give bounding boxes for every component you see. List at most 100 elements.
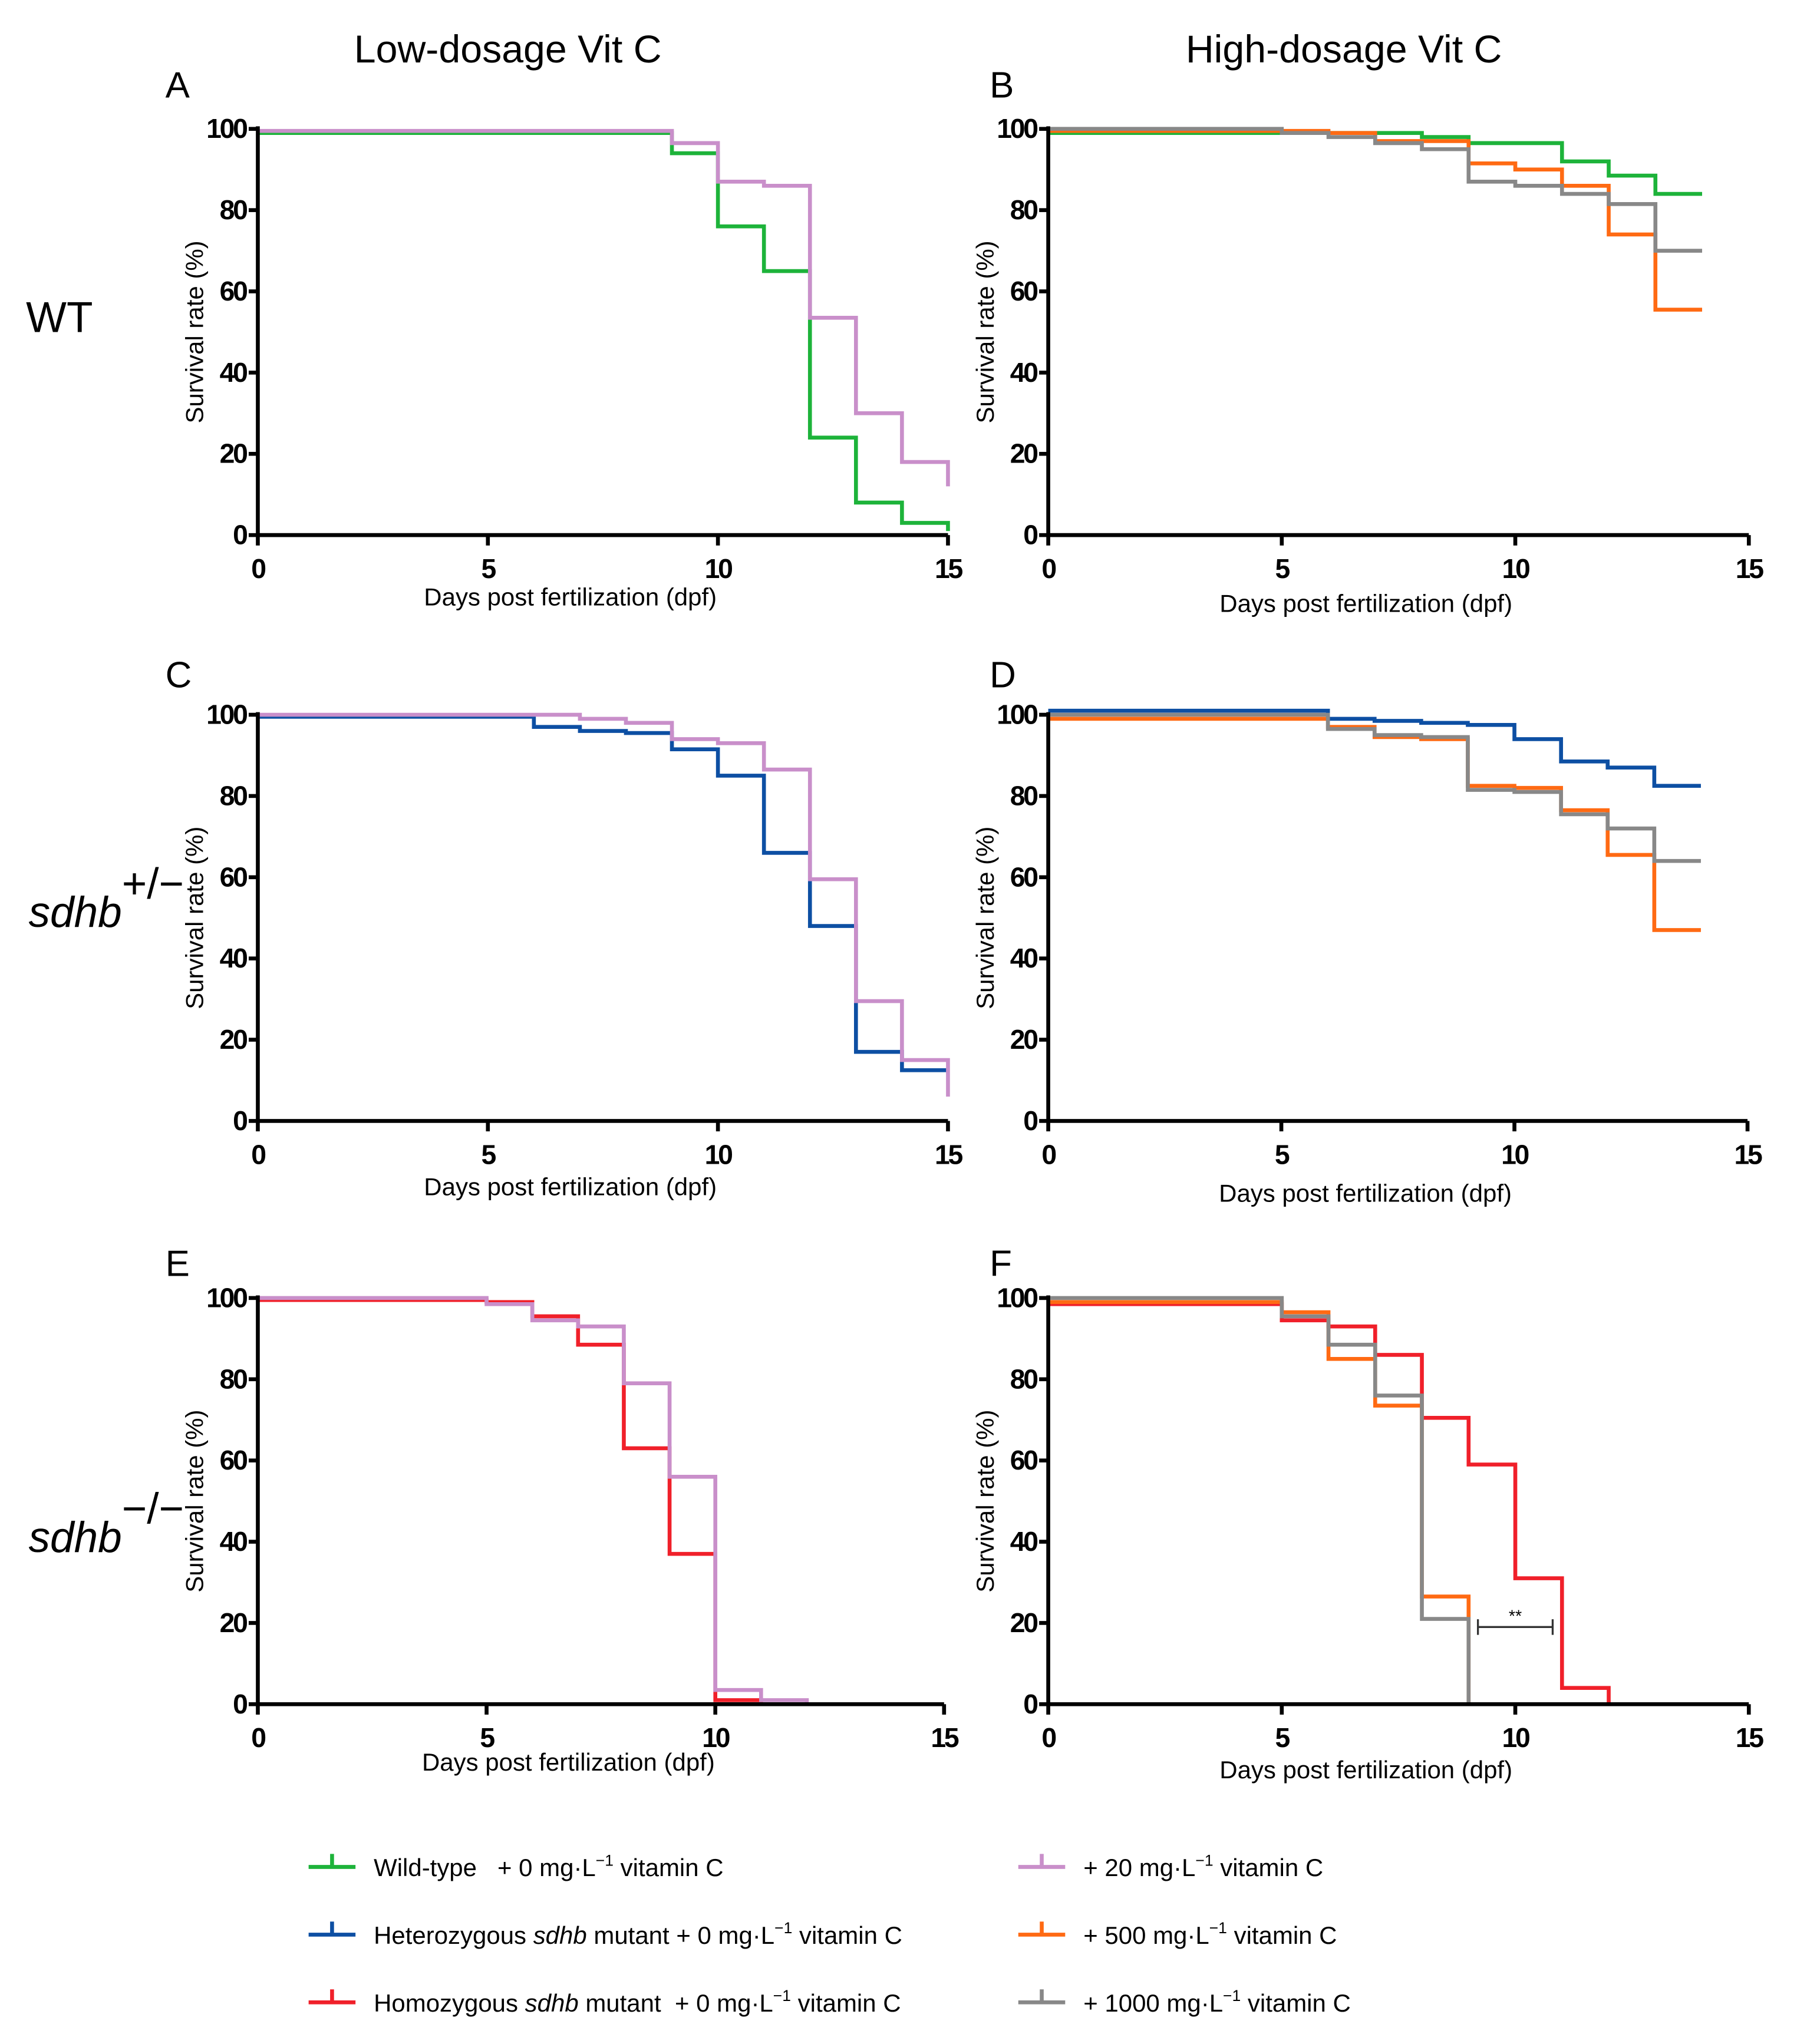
- panel-c: C 0 20 40 60 80 100 0 5 10 15 Days post fertilizati…: [166, 655, 965, 1201]
- y-tick-label: 60: [220, 1445, 247, 1475]
- series-line-vitc1000: [1048, 712, 1701, 863]
- y-tick-label: 80: [220, 1363, 247, 1394]
- y-tick-label: 80: [220, 780, 247, 811]
- y-axis-label: Survival rate (%): [971, 827, 999, 1009]
- x-tick-label: 5: [1275, 1722, 1290, 1753]
- y-tick-label: 60: [1010, 1445, 1037, 1475]
- panel-letter: C: [166, 655, 192, 696]
- x-tick-label: 15: [931, 1722, 958, 1753]
- legend-label: + 500 mg·L−1 vitamin C: [1083, 1919, 1337, 1949]
- legend-label-post: mutant: [587, 1921, 670, 1949]
- x-axis-label: Days post fertilization (dpf): [1219, 1756, 1512, 1784]
- y-tick-label: 100: [997, 1282, 1037, 1313]
- series-line-wildtype: [1048, 131, 1702, 196]
- x-axis-label: Days post fertilization (dpf): [1219, 1179, 1512, 1207]
- y-tick-label: 20: [220, 1024, 247, 1055]
- legend-tail: vitamin C: [1241, 1989, 1351, 2017]
- legend-item-heterozygous: Heterozygous sdhb mutant + 0 mg·L−1 vita…: [308, 1919, 902, 1949]
- column-title-high-dosage: High-dosage Vit C: [1186, 28, 1502, 71]
- series-line-vitc500: [1048, 1300, 1471, 1705]
- legend-label: Homozygous sdhb mutant + 0 mg·L−1 vitami…: [374, 1987, 901, 2017]
- y-tick-label: 20: [220, 438, 247, 469]
- y-tick-label: 40: [220, 1526, 247, 1557]
- legend-label-italic: sdhb: [525, 1989, 579, 2017]
- series-line-vitc500: [1048, 128, 1702, 312]
- x-tick-label: 0: [1041, 1722, 1056, 1753]
- significance-label: **: [1509, 1607, 1522, 1626]
- x-tick-label: 10: [1501, 1139, 1528, 1170]
- legend-label: + 1000 mg·L−1 vitamin C: [1083, 1987, 1351, 2017]
- legend-label: Heterozygous sdhb mutant + 0 mg·L−1 vita…: [374, 1919, 902, 1949]
- row-label-hom-text: sdhb: [29, 1514, 122, 1561]
- legend-marker: [1018, 1921, 1066, 1937]
- legend-unit-exponent: −1: [1209, 1919, 1227, 1937]
- y-tick-label: 80: [1010, 780, 1037, 811]
- legend-marker: [308, 1989, 356, 2005]
- y-tick-label: 100: [206, 113, 247, 144]
- y-tick-label: 60: [1010, 861, 1037, 892]
- legend-label-prefix: Wild-type: [374, 1854, 477, 1881]
- y-tick-label: 20: [1010, 1607, 1037, 1638]
- y-tick-label: 80: [1010, 1363, 1037, 1394]
- series-line-vitc1000: [1048, 127, 1702, 253]
- legend-dose: + 20 mg·L: [1083, 1854, 1195, 1881]
- series-line-vitc20: [258, 712, 950, 1097]
- legend-tail: vitamin C: [614, 1854, 724, 1881]
- row-label-het-text: sdhb: [29, 889, 122, 936]
- x-axis-label: Days post fertilization (dpf): [424, 583, 717, 610]
- y-axis-label: Survival rate (%): [181, 827, 209, 1009]
- y-tick-label: 40: [1010, 1526, 1037, 1557]
- y-tick-label: 100: [206, 1282, 247, 1313]
- y-tick-label: 60: [1010, 276, 1037, 306]
- x-tick-label: 15: [935, 553, 962, 584]
- legend-item-wildtype: Wild-type + 0 mg·L−1 vitamin C: [308, 1851, 724, 1881]
- panel-letter: E: [166, 1243, 190, 1284]
- legend-label-prefix: Homozygous: [374, 1989, 525, 2017]
- x-tick-label: 15: [1735, 1139, 1762, 1170]
- y-tick-label: 0: [233, 520, 247, 550]
- row-label-wt-text: WT: [26, 293, 93, 341]
- y-tick-label: 0: [1023, 1105, 1037, 1136]
- y-tick-label: 100: [997, 113, 1037, 144]
- y-tick-label: 80: [1010, 194, 1037, 225]
- panel-b: B 0 20 40 60 80 100 0 5 10 15 Days post fertilizati…: [971, 65, 1766, 618]
- series-line-vitc20: [258, 128, 950, 487]
- y-axis-label: Survival rate (%): [971, 240, 999, 423]
- x-tick-label: 15: [1736, 1722, 1763, 1753]
- y-tick-label: 0: [1023, 1689, 1037, 1719]
- series-line-heterozygous: [258, 715, 948, 1072]
- legend-marker: [1018, 1854, 1066, 1869]
- y-tick-label: 60: [220, 276, 247, 306]
- x-axis-label: Days post fertilization (dpf): [424, 1173, 717, 1200]
- legend: Wild-type + 0 mg·L−1 vitamin CHeterozygo…: [308, 1851, 1351, 2017]
- x-axis-label: Days post fertilization (dpf): [1219, 589, 1512, 617]
- legend-dose: + 0 mg·L: [670, 1921, 774, 1949]
- x-axis-label: Days post fertilization (dpf): [422, 1748, 715, 1776]
- legend-marker: [1018, 1989, 1066, 2005]
- legend-label-post: mutant: [579, 1989, 661, 2017]
- legend-unit-exponent: −1: [773, 1987, 791, 2005]
- legend-unit-exponent: −1: [1195, 1851, 1213, 1869]
- row-label-heterozygous: sdhb+/−: [29, 860, 184, 937]
- legend-tail: vitamin C: [791, 1989, 901, 2017]
- series-line-vitc20: [258, 1296, 809, 1705]
- y-tick-label: 0: [233, 1689, 247, 1719]
- y-tick-label: 40: [1010, 357, 1037, 388]
- y-tick-label: 100: [206, 699, 247, 730]
- legend-dose: + 0 mg·L: [477, 1854, 596, 1881]
- series-line-homozygous: [258, 1298, 763, 1705]
- legend-dose: + 500 mg·L: [1083, 1921, 1209, 1949]
- series-line-vitc1000: [1048, 1296, 1471, 1705]
- legend-marker: [308, 1921, 356, 1937]
- legend-tail: vitamin C: [1214, 1854, 1324, 1881]
- row-label-homozygous: sdhb−/−: [29, 1485, 184, 1561]
- x-tick-label: 0: [1041, 553, 1056, 584]
- y-tick-label: 100: [997, 699, 1037, 730]
- y-tick-label: 40: [1010, 943, 1037, 973]
- x-tick-label: 5: [1275, 1139, 1290, 1170]
- legend-dose: + 0 mg·L: [661, 1989, 773, 2017]
- y-axis-label: Survival rate (%): [971, 1410, 999, 1593]
- x-tick-label: 0: [251, 553, 265, 584]
